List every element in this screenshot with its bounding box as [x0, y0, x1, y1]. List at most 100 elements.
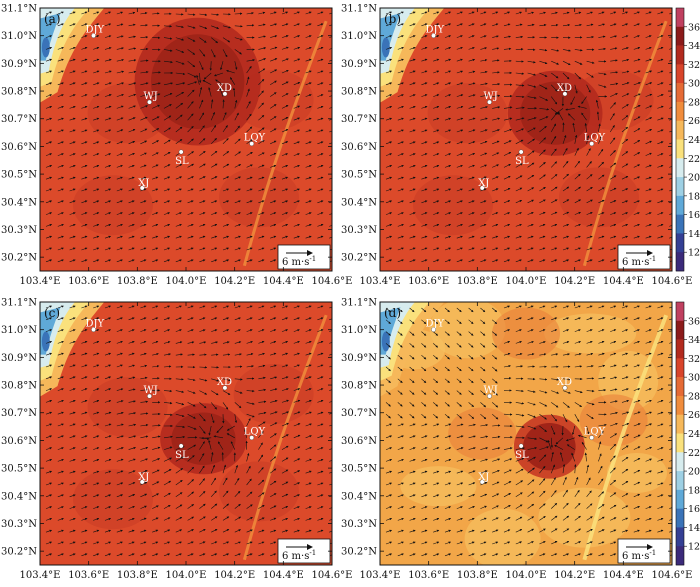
- station-label: LQY: [584, 427, 606, 438]
- station-label: WJ: [484, 385, 498, 396]
- station-lqy: LQY: [584, 427, 606, 441]
- station-label: XD: [557, 377, 572, 388]
- colorbar-tick-label: 14: [688, 229, 700, 240]
- station-marker: [147, 99, 152, 105]
- x-tick-label: 103.8°E: [457, 570, 498, 581]
- y-tick-label: 30.9°N: [1, 353, 37, 364]
- y-tick-label: 30.3°N: [1, 225, 37, 236]
- station-marker: [479, 479, 485, 485]
- station-marker: [178, 443, 184, 449]
- y-tick-label: 30.8°N: [1, 381, 37, 392]
- colorbar-swatch: [676, 339, 684, 359]
- station-marker: [487, 99, 492, 105]
- station-djy: DJY: [426, 25, 445, 39]
- y-tick-label: 30.9°N: [1, 59, 37, 70]
- colorbar-tick-label: 30: [688, 79, 700, 90]
- reference-vector: 6 m·s-1: [277, 244, 331, 270]
- colorbar-tick-label: 26: [688, 116, 700, 127]
- colorbar-tick-label: 20: [688, 173, 700, 184]
- station-marker: [139, 185, 145, 191]
- wind-vectors: [385, 305, 672, 557]
- colorbar-swatch: [676, 414, 684, 434]
- colorbar-tick-label: 34: [688, 335, 700, 346]
- wind-vectors: [45, 11, 332, 263]
- colorbar-swatch: [676, 26, 684, 46]
- colorbar-swatch: [676, 302, 684, 322]
- y-tick-label: 30.7°N: [1, 408, 37, 419]
- x-tick-label: 104.4°E: [603, 570, 644, 581]
- y-tick-label: 31.1°N: [341, 4, 377, 15]
- station-marker: [147, 393, 152, 399]
- x-tick-label: 103.8°E: [457, 276, 498, 287]
- x-tick-label: 103.6°E: [408, 276, 449, 287]
- station-label: WJ: [484, 91, 498, 102]
- colorbar-tick-label: 30: [688, 373, 700, 384]
- x-tick-label: 104.2°E: [554, 276, 595, 287]
- station-marker: [479, 185, 485, 191]
- y-tick-label: 30.3°N: [341, 519, 377, 530]
- colorbar-tick-label: 16: [688, 210, 700, 221]
- x-tick-label: 103.4°E: [360, 276, 401, 287]
- station-label: LQY: [244, 133, 266, 144]
- y-tick-label: 30.6°N: [341, 436, 377, 447]
- colorbar-tick-label: 20: [688, 467, 700, 478]
- x-tick-label: 104.4°E: [603, 276, 644, 287]
- reference-vector-label: 6 m·s-1: [622, 255, 656, 268]
- colorbar-top: 36 34 32 30 28 26 24 22 20 18 16 14 12: [675, 7, 700, 272]
- y-tick-label: 31.0°N: [1, 31, 37, 42]
- y-tick-label: 30.8°N: [1, 87, 37, 98]
- colorbar-tick-label: 34: [688, 41, 700, 52]
- y-tick-label: 30.6°N: [341, 142, 377, 153]
- colorbar-swatch: [676, 214, 684, 234]
- colorbar-swatch: [676, 546, 684, 566]
- colorbar-tick-label: 32: [688, 60, 700, 71]
- y-tick-label: 30.4°N: [1, 197, 37, 208]
- y-tick-label: 30.9°N: [341, 59, 377, 70]
- station-marker: [518, 149, 524, 155]
- station-xd: XD: [557, 83, 572, 97]
- x-tick-label: 103.6°E: [408, 570, 449, 581]
- colorbar-tick-label: 18: [688, 485, 700, 496]
- x-tick-label: 104.6°E: [312, 570, 353, 581]
- colorbar-tick-label: 16: [688, 504, 700, 515]
- colorbar-swatch: [676, 45, 684, 65]
- colorbar-swatch: [676, 83, 684, 103]
- y-tick-label: 30.7°N: [341, 114, 377, 125]
- station-djy: DJY: [426, 319, 445, 333]
- station-marker: [91, 33, 96, 39]
- x-tick-label: 103.6°E: [68, 276, 109, 287]
- x-tick-label: 104.2°E: [214, 276, 255, 287]
- station-label: DJY: [86, 319, 105, 330]
- colorbars: 36 34 32 30 28 26 24 22 20 18 16 14 12 36 34 32 30 28 26 24…: [675, 7, 700, 566]
- y-tick-label: 30.4°N: [341, 491, 377, 502]
- y-tick-label: 31.1°N: [1, 298, 37, 309]
- station-label: XD: [217, 83, 232, 94]
- y-tick-label: 30.2°N: [1, 253, 37, 264]
- x-tick-label: 104.0°E: [166, 276, 207, 287]
- x-tick-label: 103.4°E: [20, 276, 61, 287]
- station-marker: [562, 385, 568, 391]
- y-tick-label: 30.3°N: [341, 225, 377, 236]
- panel-label: (c): [44, 306, 60, 320]
- y-tick-label: 30.8°N: [341, 381, 377, 392]
- colorbar-swatch: [676, 377, 684, 397]
- station-label: SL: [175, 156, 189, 167]
- reference-vector: 6 m·s-1: [277, 538, 331, 564]
- station-marker: [249, 435, 255, 441]
- map-panel-c: DJY XD WJ LQY SL XJ 6 m·s-1 (c) 31.1°N 31.0°N 30.9…: [1, 298, 352, 582]
- hot-core-center: [150, 34, 245, 129]
- colorbar-tick-label: 36: [688, 316, 700, 327]
- x-tick-label: 104.6°E: [312, 276, 353, 287]
- y-tick-label: 30.9°N: [341, 353, 377, 364]
- reference-vector-label: 6 m·s-1: [622, 549, 656, 562]
- y-tick-label: 31.0°N: [341, 31, 377, 42]
- station-marker: [222, 91, 228, 97]
- x-tick-label: 104.6°E: [652, 276, 693, 287]
- station-label: WJ: [144, 385, 158, 396]
- station-djy: DJY: [86, 25, 105, 39]
- y-tick-label: 30.8°N: [341, 87, 377, 98]
- hot-core-center: [523, 422, 576, 471]
- x-tick-label: 104.4°E: [263, 570, 304, 581]
- colorbar-swatch: [676, 527, 684, 547]
